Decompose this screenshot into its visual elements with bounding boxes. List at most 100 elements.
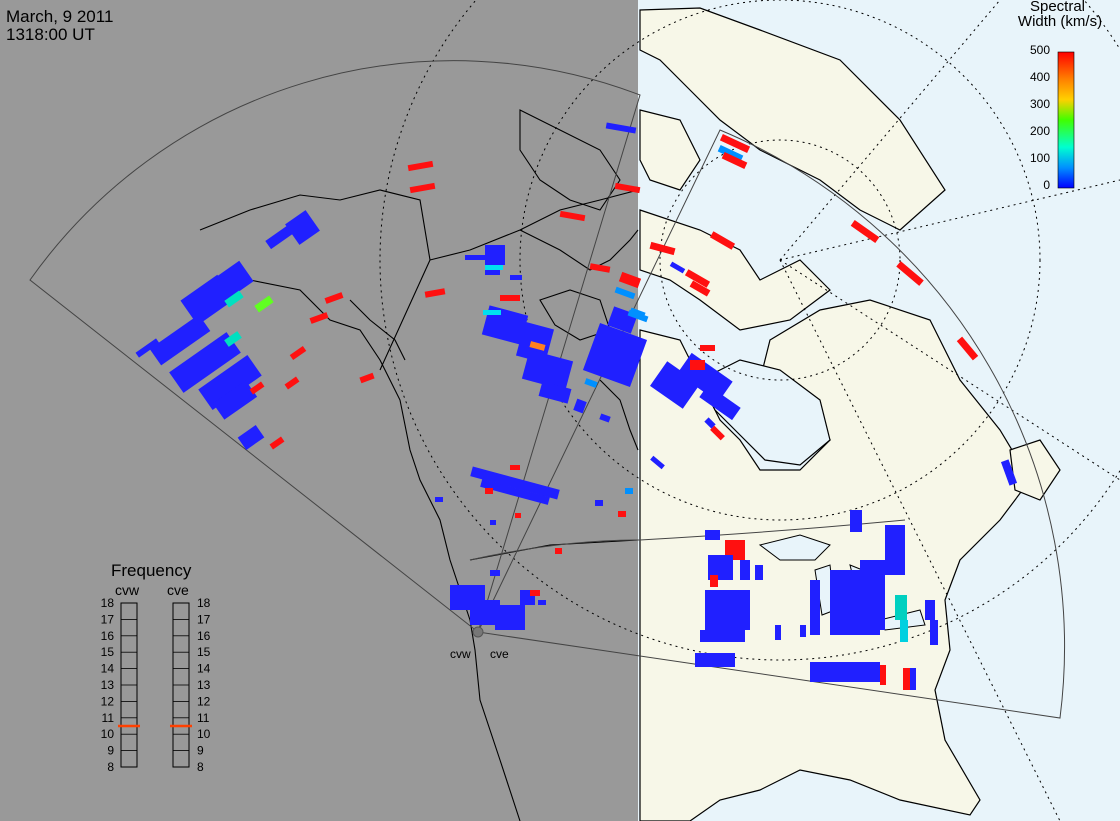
map-time: 1318:00 UT [6, 25, 95, 44]
echo-cell [530, 590, 540, 596]
frequency-tick: 11 [197, 711, 210, 725]
echo-cell [485, 245, 505, 265]
echo-cell [249, 381, 265, 395]
echo-cell [269, 436, 285, 450]
echo-cell [690, 360, 705, 370]
frequency-tick: 14 [101, 662, 115, 676]
echo-cell [896, 261, 924, 286]
echo-cell [700, 345, 715, 351]
echo-cell [559, 210, 586, 222]
echo-cell [206, 260, 254, 305]
echo-cell [584, 378, 598, 388]
echo-cell [490, 570, 500, 576]
echo-cell [900, 620, 908, 642]
echo-cell [224, 331, 242, 347]
echo-cell [1000, 459, 1018, 486]
colorbar-gradient [1057, 51, 1075, 189]
frequency-tick: 16 [101, 629, 115, 643]
echo-cell [903, 668, 911, 690]
colorbar-title: Spectral [1029, 0, 1086, 15]
frequency-radar-right: cve [167, 582, 189, 598]
echo-cell [755, 565, 763, 580]
echo-cell [198, 355, 262, 410]
echo-cell [710, 425, 725, 441]
echo-cell [740, 560, 750, 580]
echo-cell [717, 145, 744, 162]
hudson-bay [699, 359, 831, 466]
frequency-tick: 18 [197, 596, 211, 610]
frequency-tick: 16 [197, 629, 211, 643]
echo-cell [470, 466, 560, 500]
echo-cell [599, 413, 611, 423]
frequency-panel: Frequency cvw cve 18 17 16 15 14 13 12 11 10 9 8 18… [101, 561, 211, 774]
echo-cell [409, 182, 436, 194]
echo-cell [895, 595, 907, 620]
radar-fov [29, 60, 1066, 719]
echo-cell [289, 345, 307, 361]
echo-cell [709, 231, 736, 250]
echo-cell [538, 600, 546, 605]
frequency-tick: 15 [197, 645, 211, 659]
echo-cell [705, 590, 750, 630]
echo-cell [650, 361, 700, 409]
frequency-tick: 8 [197, 760, 204, 774]
radar-site-marker [472, 626, 484, 638]
echo-cell [885, 525, 905, 575]
frequency-tick: 12 [101, 694, 115, 708]
colorbar-tick: 400 [1029, 70, 1050, 84]
frequency-tick: 13 [197, 678, 211, 692]
frequency-radar-left: cvw [115, 582, 140, 598]
frequency-tick: 9 [107, 744, 114, 758]
echo-cell [480, 479, 550, 505]
echo-cell [490, 520, 496, 525]
colorbar-unit: Width (km/s) [1017, 13, 1103, 30]
echo-cell [483, 310, 501, 315]
echo-cell [595, 500, 603, 506]
echo-cell [515, 513, 521, 518]
echo-cell [485, 488, 493, 494]
echo-cell [618, 271, 642, 289]
echo-cell [649, 241, 676, 256]
echo-cell [485, 265, 503, 270]
echo-cell [465, 255, 485, 260]
echo-cell [956, 336, 979, 361]
echo-cell [149, 314, 211, 366]
frequency-tick: 17 [197, 612, 211, 626]
echo-cell [614, 182, 641, 194]
echo-cell [285, 210, 320, 245]
echo-cell [719, 133, 751, 154]
echo-cell [481, 305, 529, 345]
echo-cell [910, 668, 916, 690]
echo-cell [800, 625, 806, 637]
echo-cell [521, 349, 574, 391]
echo-cell [650, 455, 665, 470]
frequency-tick: 14 [197, 662, 211, 676]
echo-cell [495, 605, 525, 630]
frequency-title: Frequency [111, 561, 192, 580]
echo-cell [254, 295, 274, 313]
frequency-tick: 15 [101, 645, 115, 659]
echo-cell [224, 290, 244, 308]
frequency-tick: 11 [102, 711, 115, 725]
night-region [0, 0, 638, 821]
echo-cell [614, 286, 636, 300]
frequency-tick: 9 [197, 744, 204, 758]
echo-cell [880, 665, 886, 685]
echo-cell [669, 261, 686, 274]
echo-cell [510, 465, 520, 470]
land-masses [639, 7, 1061, 821]
echo-cell [500, 295, 520, 301]
echo-cell [721, 152, 748, 169]
frequency-tick: 13 [101, 678, 115, 692]
echo-cell [850, 510, 862, 532]
echo-cell [284, 376, 300, 390]
echo-cell [529, 341, 546, 351]
echo-cell [237, 425, 265, 450]
echo-cell [618, 511, 626, 517]
echo-cell [169, 332, 241, 393]
echo-cell [212, 380, 258, 420]
frequency-tick: 8 [107, 760, 114, 774]
frequency-tick: 17 [101, 612, 115, 626]
